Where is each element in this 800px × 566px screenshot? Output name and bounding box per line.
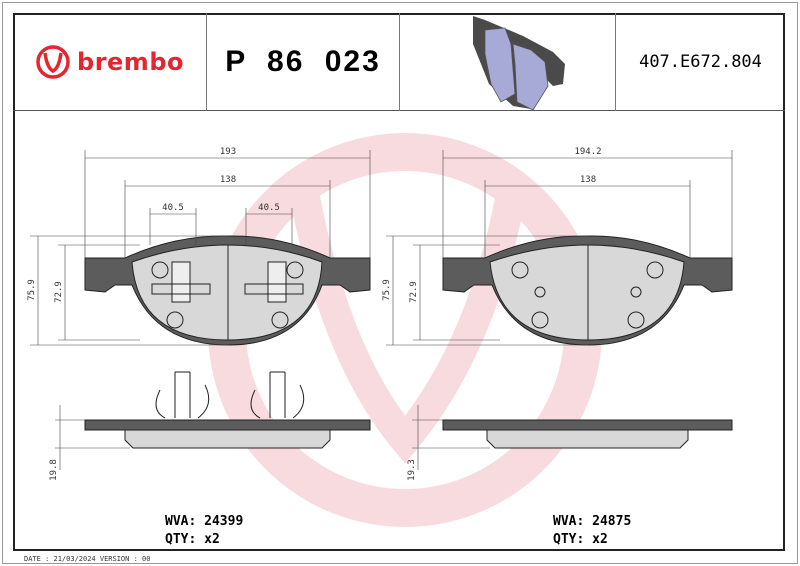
right-info: WVA: 24875 QTY: x2 xyxy=(553,513,631,549)
left-qty: QTY: x2 xyxy=(165,532,220,547)
dim-right-height-inner: 72.9 xyxy=(409,281,419,303)
right-wva: WVA: 24875 xyxy=(553,514,632,529)
part-number: P 86 023 xyxy=(225,45,381,78)
title-block: brembo P 86 023 407.E672.804 xyxy=(13,13,785,111)
right-pad-side-view xyxy=(442,419,733,449)
dim-left-height-inner: 72.9 xyxy=(54,281,64,303)
left-wva: WVA: 24399 xyxy=(165,514,244,529)
left-info: WVA: 24399 QTY: x2 xyxy=(165,513,243,549)
right-qty: QTY: x2 xyxy=(553,532,608,547)
reference-cell: 407.E672.804 xyxy=(616,13,785,111)
dim-left-thickness: 19.8 xyxy=(49,459,59,481)
brand-name: brembo xyxy=(77,48,184,76)
part-number-cell: P 86 023 xyxy=(207,13,400,111)
dim-left-width-total: 193 xyxy=(220,147,236,157)
dim-right-width-inner: 138 xyxy=(580,175,596,185)
dim-left-width-inner: 138 xyxy=(220,175,236,185)
brembo-logo-icon xyxy=(36,45,70,79)
product-image-cell xyxy=(400,13,616,111)
dim-left-clip-b: 40.5 xyxy=(258,203,280,213)
dimension-lines xyxy=(30,150,733,470)
brand-cell: brembo xyxy=(13,13,207,111)
dimension-labels: 193 138 40.5 40.5 75.9 72.9 19.8 194.2 1… xyxy=(27,147,602,481)
dim-left-clip-a: 40.5 xyxy=(162,203,184,213)
left-pad-front-view xyxy=(84,235,371,346)
dim-right-height-total: 75.9 xyxy=(382,279,392,301)
date-version: DATE : 21/03/2024 VERSION : 00 xyxy=(24,555,151,563)
dim-right-width-total: 194.2 xyxy=(574,147,601,157)
right-pad-front-view xyxy=(442,235,733,346)
left-pad-side-view xyxy=(84,371,371,449)
reference-code: 407.E672.804 xyxy=(639,52,762,72)
dim-right-thickness: 19.3 xyxy=(407,459,417,481)
brake-pad-render xyxy=(472,16,565,110)
dim-left-height-total: 75.9 xyxy=(27,279,37,301)
